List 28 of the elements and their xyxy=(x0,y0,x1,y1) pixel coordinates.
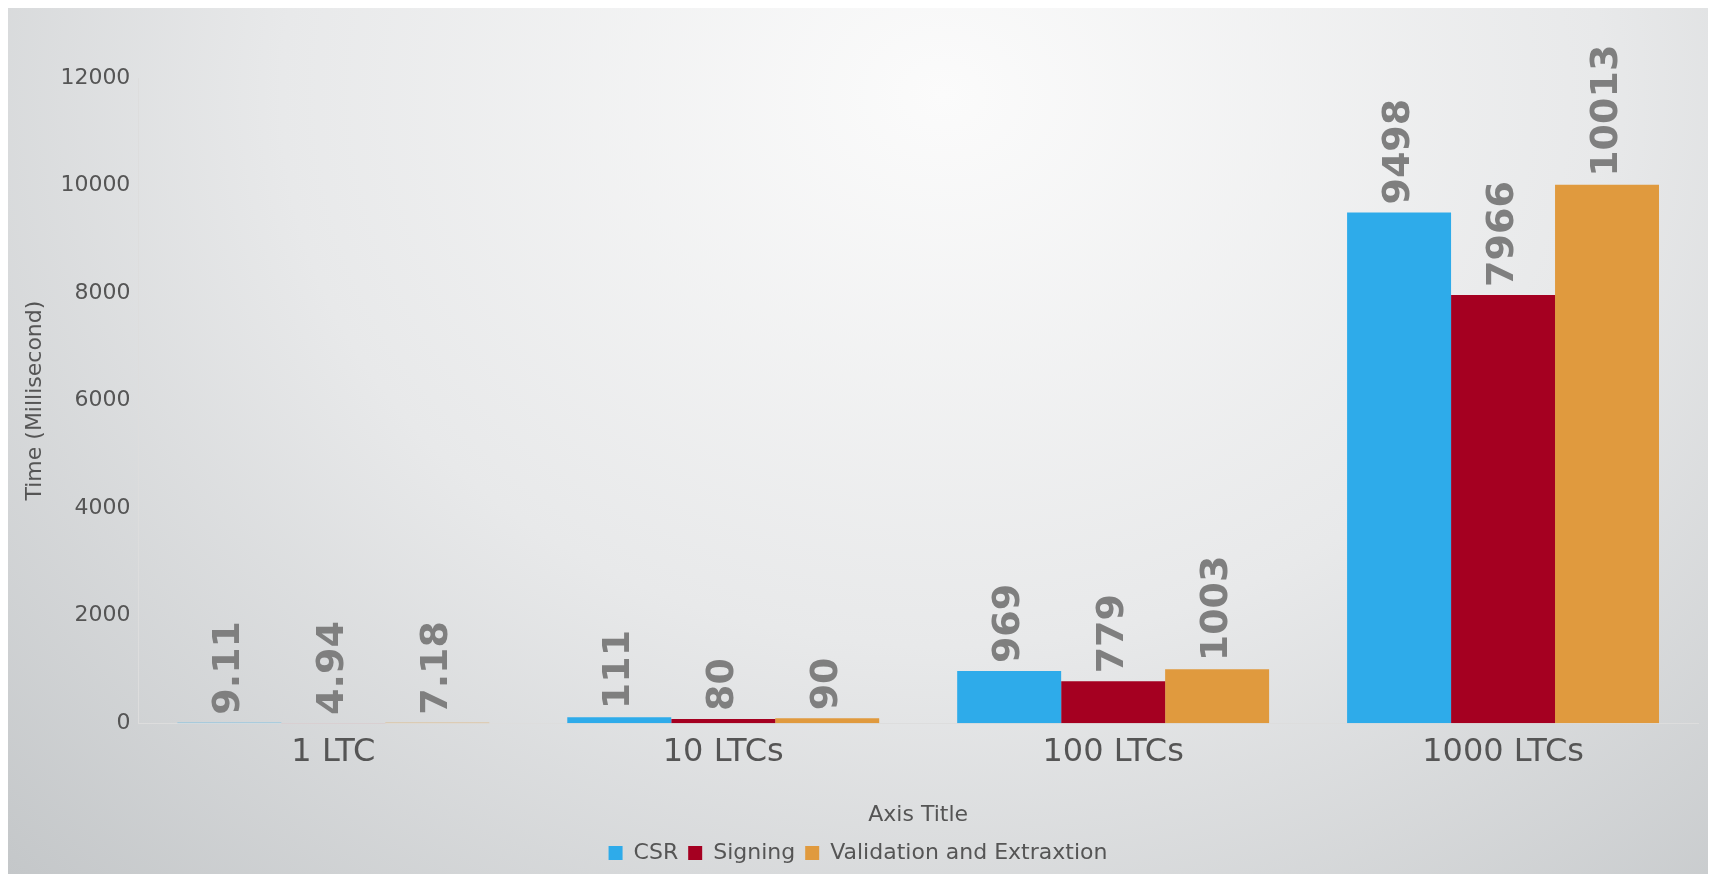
data-label: 4.94 xyxy=(308,621,353,715)
y-tick-label: 2000 xyxy=(74,601,131,627)
x-tick-label: 100 LTCs xyxy=(1042,730,1184,769)
y-tick-label: 10000 xyxy=(60,171,131,197)
legend-label: CSR xyxy=(633,838,679,864)
y-axis-title: Time (Millisecond) xyxy=(20,300,46,502)
y-tick-label: 8000 xyxy=(74,278,131,304)
y-tick-label: 0 xyxy=(116,708,131,734)
y-tick-label: 12000 xyxy=(60,63,131,89)
legend-label: Validation and Extraxtion xyxy=(830,838,1108,864)
data-label: 7966 xyxy=(1477,181,1522,287)
data-label: 90 xyxy=(802,657,847,711)
data-label: 7.18 xyxy=(412,621,457,715)
x-tick-label: 1000 LTCs xyxy=(1422,730,1584,769)
data-label: 111 xyxy=(594,629,639,710)
data-label: 779 xyxy=(1088,593,1133,674)
x-axis-title: Axis Title xyxy=(868,800,969,826)
data-label: 1003 xyxy=(1191,555,1236,662)
x-tick-label: 10 LTCs xyxy=(662,730,784,769)
data-label: 80 xyxy=(698,658,743,711)
data-label: 9498 xyxy=(1373,98,1418,205)
y-tick-label: 6000 xyxy=(74,386,131,412)
data-label: 10013 xyxy=(1581,44,1626,177)
data-label: 9.11 xyxy=(204,620,249,715)
data-label: 969 xyxy=(984,583,1029,664)
y-tick-label: 4000 xyxy=(74,493,131,519)
legend-label: Signing xyxy=(713,838,796,864)
x-tick-label: 1 LTC xyxy=(291,730,376,769)
